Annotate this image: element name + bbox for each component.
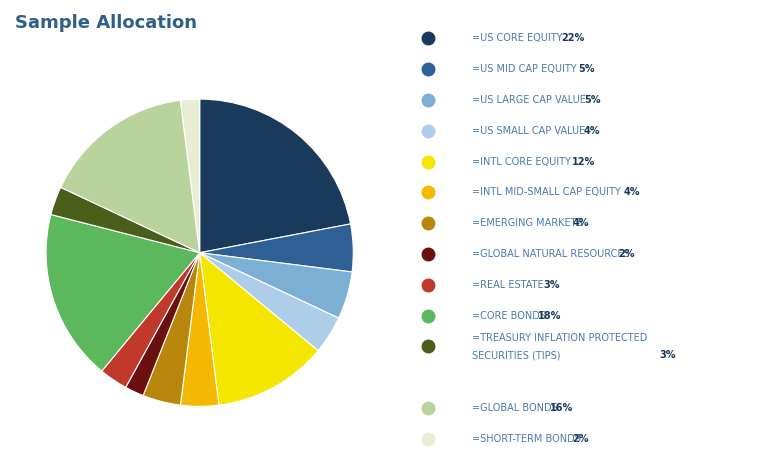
Wedge shape	[102, 253, 200, 388]
Wedge shape	[61, 100, 200, 253]
Wedge shape	[180, 253, 219, 406]
Text: =CORE BONDS: =CORE BONDS	[472, 311, 548, 321]
Text: 2%: 2%	[618, 249, 634, 259]
Text: =GLOBAL BONDS: =GLOBAL BONDS	[472, 403, 561, 413]
Wedge shape	[143, 253, 200, 405]
Text: =US SMALL CAP VALUE: =US SMALL CAP VALUE	[472, 126, 588, 136]
Text: 18%: 18%	[538, 311, 561, 321]
Wedge shape	[200, 99, 350, 253]
Text: =EMERGING MARKETS: =EMERGING MARKETS	[472, 218, 585, 228]
Text: 3%: 3%	[659, 350, 676, 360]
Text: 2%: 2%	[572, 434, 589, 444]
Text: Sample Allocation: Sample Allocation	[15, 14, 197, 32]
Text: SECURITIES (TIPS): SECURITIES (TIPS)	[472, 350, 563, 360]
Wedge shape	[180, 99, 200, 253]
Text: =GLOBAL NATURAL RESOURCES: =GLOBAL NATURAL RESOURCES	[472, 249, 632, 259]
Text: =US LARGE CAP VALUE: =US LARGE CAP VALUE	[472, 95, 588, 105]
Text: =REAL ESTATE: =REAL ESTATE	[472, 280, 546, 290]
Text: 4%: 4%	[584, 126, 601, 136]
Wedge shape	[200, 253, 352, 318]
Wedge shape	[51, 187, 200, 253]
Text: 3%: 3%	[544, 280, 561, 290]
Wedge shape	[126, 253, 200, 395]
Text: 16%: 16%	[549, 403, 573, 413]
Wedge shape	[200, 253, 318, 405]
Text: 4%: 4%	[572, 218, 589, 228]
Text: 12%: 12%	[572, 157, 596, 167]
Text: 22%: 22%	[561, 33, 584, 44]
Text: =INTL MID-SMALL CAP EQUITY: =INTL MID-SMALL CAP EQUITY	[472, 187, 624, 197]
Text: =US CORE EQUITY: =US CORE EQUITY	[472, 33, 565, 44]
Wedge shape	[200, 253, 339, 351]
Wedge shape	[200, 224, 353, 272]
Text: =US MID CAP EQUITY: =US MID CAP EQUITY	[472, 64, 579, 74]
Text: =TREASURY INFLATION PROTECTED: =TREASURY INFLATION PROTECTED	[472, 333, 647, 343]
Text: 5%: 5%	[584, 95, 601, 105]
Wedge shape	[46, 214, 200, 371]
Text: =INTL CORE EQUITY: =INTL CORE EQUITY	[472, 157, 574, 167]
Text: 4%: 4%	[624, 187, 641, 197]
Text: 5%: 5%	[578, 64, 594, 74]
Text: =SHORT-TERM BONDS: =SHORT-TERM BONDS	[472, 434, 584, 444]
